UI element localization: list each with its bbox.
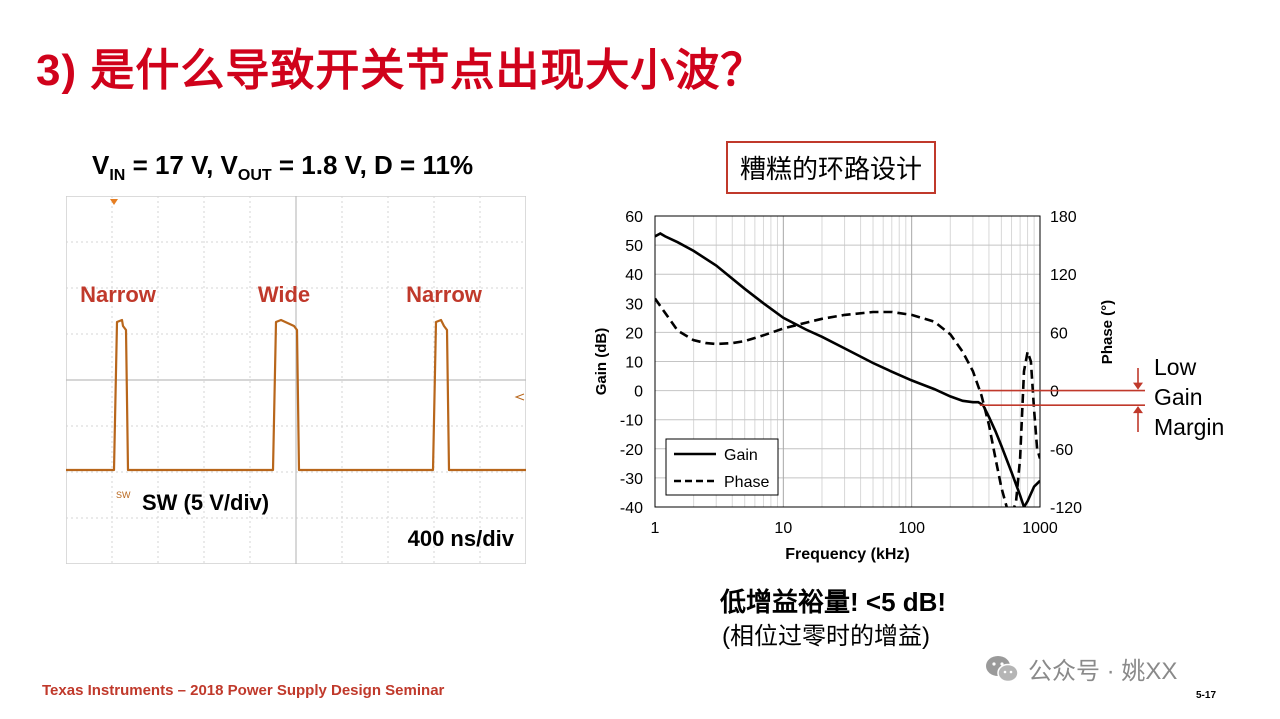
y2-tick-label: 60 [1050, 325, 1068, 342]
y-tick-label: -10 [620, 413, 643, 430]
x-tick-label: 1000 [1022, 520, 1058, 537]
legend-label: Phase [724, 474, 769, 491]
phase-series-line [655, 297, 1040, 507]
legend-label: Gain [724, 447, 758, 464]
trigger-marker [110, 199, 118, 205]
y-tick-label: 40 [625, 267, 643, 284]
x-tick-label: 1 [651, 520, 660, 537]
scope-conditions-caption: VIN = 17 V, VOUT = 1.8 V, D = 11% [92, 150, 473, 185]
oscilloscope-waveform: 1NarrowWideNarrowSWSW (5 V/div)400 ns/di… [66, 196, 526, 564]
plot-frame [654, 215, 1041, 508]
y-tick-label: 30 [625, 296, 643, 313]
watermark-text: 公众号 · 姚XX [1028, 658, 1178, 685]
sw-trace [66, 318, 526, 472]
caption-subscript: OUT [237, 167, 272, 185]
trace-tag: SW [116, 490, 131, 500]
timebase-label: 400 ns/div [408, 526, 515, 551]
y-tick-label: 0 [634, 384, 643, 401]
gain-margin-note: 低增益裕量! <5 dB! [720, 587, 947, 617]
x-tick-label: 100 [898, 520, 925, 537]
y-tick-label: 60 [625, 209, 643, 226]
page-title: 3) 是什么导致开关节点出现大小波？ [36, 46, 766, 95]
caption-text: = 1.8 V, D = 11% [271, 150, 474, 180]
y-tick-label: -40 [620, 500, 643, 517]
y2-axis-label: Phase (°) [1099, 300, 1116, 364]
margin-arrowhead-top [1133, 382, 1143, 390]
pulse-label: Narrow [80, 282, 157, 307]
gain-margin-label-line: Gain [1154, 384, 1203, 410]
x-tick-label: 10 [774, 520, 792, 537]
y2-tick-label: 180 [1050, 209, 1077, 226]
wechat-icon [986, 655, 1019, 682]
gain-margin-subnote: (相位过零时的增益) [722, 623, 930, 650]
gain-series-line [655, 232, 1040, 507]
trigger-level-marker [514, 393, 525, 401]
caption-text: = 17 V, V [125, 150, 238, 180]
y-axis-label: Gain (dB) [593, 328, 610, 396]
y-tick-label: -20 [620, 442, 643, 459]
legend-box [665, 438, 779, 496]
pulse-label: Wide [258, 282, 310, 307]
y-tick-label: 10 [625, 355, 643, 372]
caption-text: V [92, 150, 110, 180]
channel-scale-label: SW (5 V/div) [142, 490, 269, 515]
page-number: 5-17 [1196, 690, 1217, 701]
watermark: 公众号 · 姚XX [984, 651, 1177, 686]
bode-title-box: 糟糕的环路设计 [726, 141, 937, 194]
gain-margin-label-line: Low [1154, 354, 1197, 380]
y-tick-label: 20 [625, 325, 643, 342]
y-tick-label: 50 [625, 238, 643, 255]
y2-tick-label: 120 [1050, 267, 1077, 284]
y2-tick-label: 0 [1050, 384, 1059, 401]
margin-arrowhead-bottom [1133, 406, 1143, 414]
caption-subscript: IN [109, 167, 126, 185]
pulse-label: Narrow [406, 282, 483, 307]
x-axis-label: Frequency (kHz) [785, 546, 909, 563]
bode-plot: 6050403020100-10-20-30-40180120600-60-12… [593, 209, 1145, 563]
gain-margin-label: Low Gain Margin [1154, 352, 1224, 442]
y2-tick-label: -60 [1050, 442, 1073, 459]
y-tick-label: -30 [620, 471, 643, 488]
footer-text: Texas Instruments – 2018 Power Supply De… [42, 682, 445, 699]
gain-margin-label-line: Margin [1154, 414, 1225, 440]
y2-tick-label: -120 [1050, 500, 1082, 517]
